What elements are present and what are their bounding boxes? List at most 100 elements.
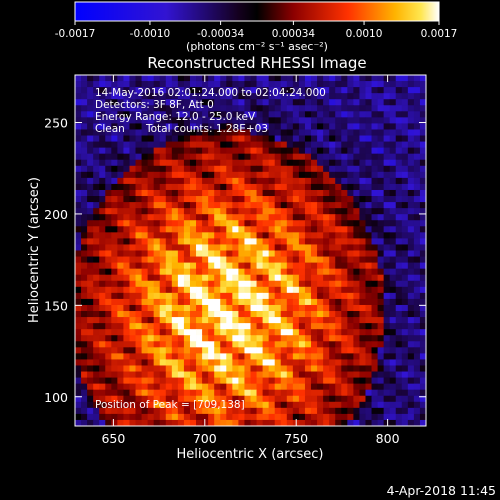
heatmap-cell bbox=[135, 99, 142, 106]
heatmap-cell bbox=[329, 202, 336, 209]
heatmap-cell bbox=[413, 286, 421, 294]
heatmap-cell bbox=[311, 153, 318, 161]
heatmap-cell bbox=[280, 250, 288, 257]
heatmap-cell bbox=[347, 329, 354, 336]
heatmap-cell bbox=[286, 298, 294, 306]
heatmap-cell bbox=[196, 214, 203, 221]
heatmap-cell bbox=[274, 377, 282, 385]
heatmap-cell bbox=[238, 262, 245, 270]
heatmap-cell bbox=[335, 413, 342, 421]
heatmap-cell bbox=[159, 135, 167, 142]
heatmap-cell bbox=[256, 395, 263, 403]
heatmap-cell bbox=[268, 401, 276, 409]
heatmap-cell bbox=[341, 365, 348, 372]
heatmap-cell bbox=[135, 365, 142, 372]
heatmap-cell bbox=[238, 81, 245, 88]
heatmap-cell bbox=[353, 208, 360, 215]
heatmap-cell bbox=[268, 389, 276, 397]
heatmap-cell bbox=[335, 317, 342, 324]
heatmap-cell bbox=[220, 353, 227, 360]
heatmap-cell bbox=[117, 304, 124, 312]
heatmap-cell bbox=[274, 274, 282, 282]
heatmap-cell bbox=[335, 395, 342, 403]
heatmap-cell bbox=[395, 220, 403, 227]
heatmap-cell bbox=[304, 341, 312, 348]
heatmap-cell bbox=[401, 407, 409, 415]
heatmap-cell bbox=[317, 359, 324, 366]
heatmap-cell bbox=[274, 317, 282, 324]
heatmap-cell bbox=[280, 323, 288, 330]
heatmap-cell bbox=[250, 419, 257, 426]
heatmap-cell bbox=[413, 226, 421, 233]
heatmap-cell bbox=[413, 165, 421, 173]
heatmap-cell bbox=[135, 256, 142, 263]
heatmap-cell bbox=[256, 153, 263, 161]
heatmap-cell bbox=[341, 262, 348, 270]
heatmap-cell bbox=[268, 371, 276, 378]
heatmap-cell bbox=[371, 401, 378, 409]
heatmap-cell bbox=[359, 238, 366, 245]
heatmap-cell bbox=[359, 292, 366, 300]
heatmap-cell bbox=[226, 105, 233, 112]
heatmap-cell bbox=[323, 280, 330, 288]
heatmap-cell bbox=[183, 317, 191, 324]
heatmap-cell bbox=[401, 353, 409, 360]
heatmap-cell bbox=[141, 353, 149, 360]
heatmap-cell bbox=[189, 401, 197, 409]
heatmap-cell bbox=[250, 87, 257, 94]
heatmap-cell bbox=[401, 214, 409, 221]
heatmap-cell bbox=[75, 214, 82, 221]
heatmap-cell bbox=[105, 159, 112, 167]
heatmap-cell bbox=[75, 105, 82, 112]
heatmap-cell bbox=[99, 268, 106, 276]
heatmap-cell bbox=[395, 177, 403, 185]
heatmap-cell bbox=[117, 208, 124, 215]
heatmap-cell bbox=[165, 183, 173, 191]
heatmap-cell bbox=[413, 93, 421, 100]
heatmap-cell bbox=[262, 87, 270, 94]
heatmap-cell bbox=[401, 75, 409, 82]
heatmap-cell bbox=[171, 274, 179, 282]
heatmap-cell bbox=[153, 226, 161, 233]
heatmap-cell bbox=[165, 165, 173, 173]
heatmap-cell bbox=[377, 341, 385, 348]
heatmap-cell bbox=[153, 135, 161, 142]
heatmap-cell bbox=[153, 268, 161, 276]
heatmap-cell bbox=[123, 141, 130, 149]
heatmap-cell bbox=[105, 147, 112, 155]
heatmap-cell bbox=[202, 105, 209, 112]
heatmap-cell bbox=[165, 298, 173, 306]
heatmap-cell bbox=[377, 153, 385, 161]
heatmap-cell bbox=[189, 304, 197, 312]
heatmap-cell bbox=[232, 419, 239, 426]
heatmap-cell bbox=[189, 256, 197, 263]
heatmap-cell bbox=[298, 335, 306, 342]
heatmap-cell bbox=[413, 177, 421, 185]
heatmap-cell bbox=[129, 311, 136, 318]
heatmap-cell bbox=[196, 183, 203, 191]
heatmap-cell bbox=[135, 129, 142, 136]
heatmap-cell bbox=[135, 117, 142, 124]
heatmap-cell bbox=[268, 250, 276, 257]
heatmap-cell bbox=[347, 298, 354, 306]
heatmap-cell bbox=[135, 232, 142, 239]
heatmap-cell bbox=[365, 377, 372, 385]
heatmap-cell bbox=[365, 304, 372, 312]
heatmap-cell bbox=[123, 250, 130, 257]
heatmap-cell bbox=[159, 286, 167, 294]
heatmap-cell bbox=[250, 371, 257, 378]
heatmap-cell bbox=[365, 262, 372, 270]
heatmap-cell bbox=[383, 401, 391, 409]
heatmap-cell bbox=[256, 280, 263, 288]
heatmap-cell bbox=[220, 196, 227, 203]
heatmap-cell bbox=[395, 407, 403, 415]
heatmap-cell bbox=[268, 286, 276, 294]
heatmap-cell bbox=[304, 353, 312, 360]
heatmap-cell bbox=[99, 304, 106, 312]
heatmap-cell bbox=[311, 377, 318, 385]
heatmap-cell bbox=[413, 183, 421, 191]
heatmap-cell bbox=[159, 268, 167, 276]
heatmap-cell bbox=[292, 359, 300, 366]
heatmap-cell bbox=[208, 123, 215, 130]
heatmap-cell bbox=[159, 347, 167, 354]
